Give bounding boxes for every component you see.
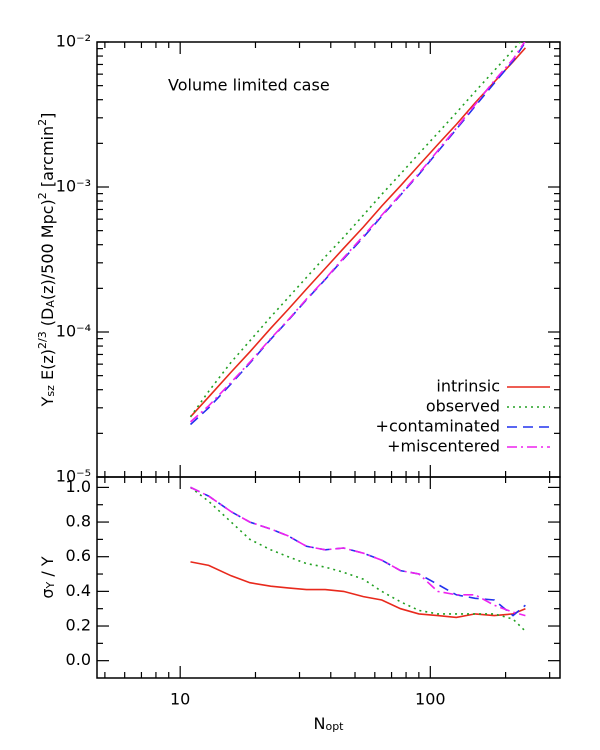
x-axis-label-part: opt (325, 720, 344, 733)
y-axis-label-part: sz (44, 385, 57, 397)
y-tick-label: 10⁻² (56, 32, 91, 51)
series-line (189, 42, 526, 423)
series-line (189, 42, 522, 418)
y-axis-label-part: ] (38, 113, 57, 119)
y-tick-label: 1.0 (66, 477, 91, 496)
series-line (190, 486, 526, 632)
legend-label: intrinsic (436, 377, 500, 396)
legend-label: observed (426, 397, 500, 416)
plot-frame (96, 476, 561, 679)
y-axis-label-part: 2 (36, 119, 49, 126)
y-tick-label: 10⁻³ (56, 177, 91, 196)
y-tick-label: 10⁻⁵ (56, 467, 91, 486)
plot-area (190, 486, 526, 632)
x-tick-label: 100 (415, 690, 446, 709)
x-axis-label-part: N (314, 714, 326, 733)
x-axis-label: Nopt (314, 714, 345, 734)
y-axis-label-part: 2/3 (36, 331, 49, 349)
y-tick-label: 0.6 (66, 546, 91, 565)
y-tick-label: 0.2 (66, 616, 91, 635)
y-axis-label: σY / Y (38, 556, 58, 598)
legend-label: +miscentered (387, 437, 500, 456)
plot-area (189, 42, 527, 426)
y-tick-label: 0.4 (66, 581, 91, 600)
y-axis-label-part: A (44, 300, 57, 308)
y-axis-label-part: (z)/500 Mpc) (38, 199, 57, 300)
y-axis-label-part: / Y (38, 556, 57, 582)
y-axis-label-part: E(z) (38, 349, 57, 385)
y-tick-label: 0.0 (66, 650, 91, 669)
y-axis-label-part: Y (44, 581, 57, 589)
y-tick-label: 0.8 (66, 512, 91, 531)
y-axis-label: Ysz E(z)2/3 (DA(z)/500 Mpc)2 [arcmin2] (36, 113, 57, 408)
y-axis-label-part: σ (38, 588, 57, 598)
legend-label: +contaminated (376, 417, 500, 436)
x-tick-label: 10 (170, 690, 190, 709)
series-line (190, 561, 526, 619)
series-line (189, 47, 526, 418)
y-axis-label-part: Y (38, 396, 57, 407)
y-axis-label-part: [arcmin (38, 126, 57, 192)
y-axis-label-part: (D (38, 308, 57, 332)
y-axis-label-part: 2 (36, 192, 49, 199)
annotation: Volume limited case (168, 76, 330, 95)
y-tick-label: 10⁻⁴ (56, 322, 91, 341)
series-line (190, 486, 526, 617)
